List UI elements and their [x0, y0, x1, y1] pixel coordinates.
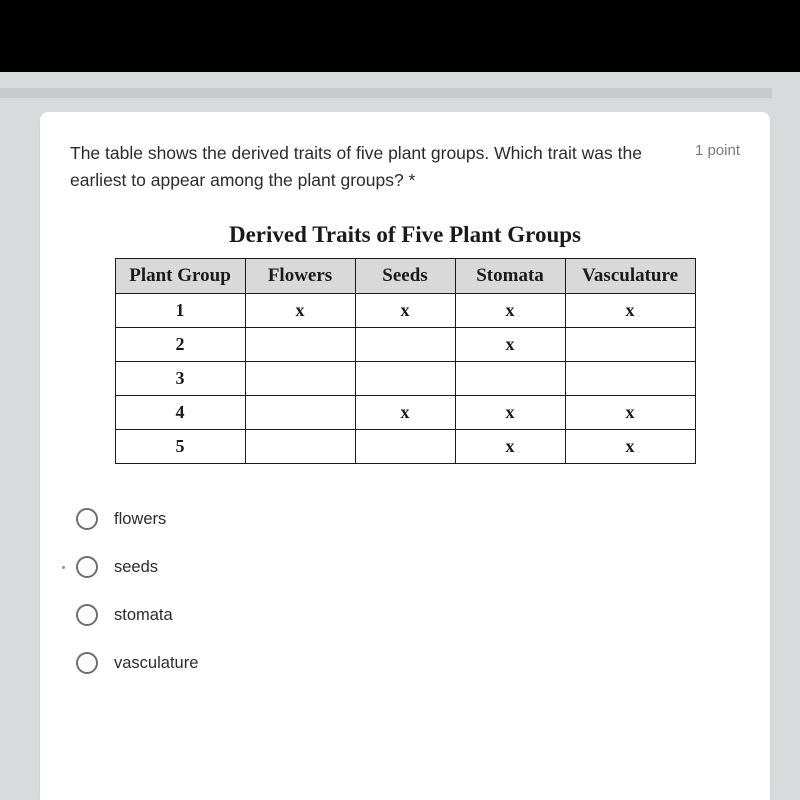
option-label: seeds [114, 558, 158, 577]
table-cell: 3 [115, 362, 245, 396]
option-label: vasculature [114, 654, 198, 673]
table-row: 4xxx [115, 396, 695, 430]
option-marker-dot [62, 566, 65, 569]
table-row: 2x [115, 328, 695, 362]
col-flowers: Flowers [245, 259, 355, 294]
table-cell [245, 362, 355, 396]
table-cell [455, 362, 565, 396]
option-stomata[interactable]: stomata [76, 604, 740, 626]
question-row: The table shows the derived traits of fi… [70, 140, 740, 194]
table-header-row: Plant Group Flowers Seeds Stomata Vascul… [115, 259, 695, 294]
table-cell: x [455, 294, 565, 328]
table-cell [355, 430, 455, 464]
table-cell [245, 396, 355, 430]
answer-options: flowers seeds stomata vasculature [70, 508, 740, 674]
table-cell: x [355, 294, 455, 328]
table-cell: 4 [115, 396, 245, 430]
table-body: 1xxxx2x34xxx5xx [115, 294, 695, 464]
table-cell: x [565, 396, 695, 430]
col-vasculature: Vasculature [565, 259, 695, 294]
table-cell: 1 [115, 294, 245, 328]
table-cell: x [245, 294, 355, 328]
radio-icon[interactable] [76, 652, 98, 674]
question-card: The table shows the derived traits of fi… [40, 112, 770, 800]
table-cell: x [455, 430, 565, 464]
traits-table: Plant Group Flowers Seeds Stomata Vascul… [115, 258, 696, 464]
radio-icon[interactable] [76, 508, 98, 530]
radio-icon[interactable] [76, 604, 98, 626]
table-title: Derived Traits of Five Plant Groups [70, 222, 740, 248]
table-row: 1xxxx [115, 294, 695, 328]
table-cell: x [355, 396, 455, 430]
table-cell [565, 328, 695, 362]
col-seeds: Seeds [355, 259, 455, 294]
table-cell [355, 328, 455, 362]
radio-icon[interactable] [76, 556, 98, 578]
col-plant-group: Plant Group [115, 259, 245, 294]
col-stomata: Stomata [455, 259, 565, 294]
option-vasculature[interactable]: vasculature [76, 652, 740, 674]
table-row: 5 xx [115, 430, 695, 464]
table-cell: 2 [115, 328, 245, 362]
table-cell: x [565, 430, 695, 464]
option-label: flowers [114, 510, 166, 529]
option-flowers[interactable]: flowers [76, 508, 740, 530]
table-cell [245, 328, 355, 362]
table-cell: x [455, 396, 565, 430]
table-cell: x [455, 328, 565, 362]
option-seeds[interactable]: seeds [76, 556, 740, 578]
points-label: 1 point [695, 140, 740, 159]
table-cell [355, 362, 455, 396]
traits-table-wrap: Plant Group Flowers Seeds Stomata Vascul… [70, 258, 740, 464]
option-label: stomata [114, 606, 173, 625]
table-cell [245, 430, 355, 464]
table-cell: 5 [115, 430, 245, 464]
table-row: 3 [115, 362, 695, 396]
question-text: The table shows the derived traits of fi… [70, 140, 677, 194]
table-cell [565, 362, 695, 396]
table-cell: x [565, 294, 695, 328]
